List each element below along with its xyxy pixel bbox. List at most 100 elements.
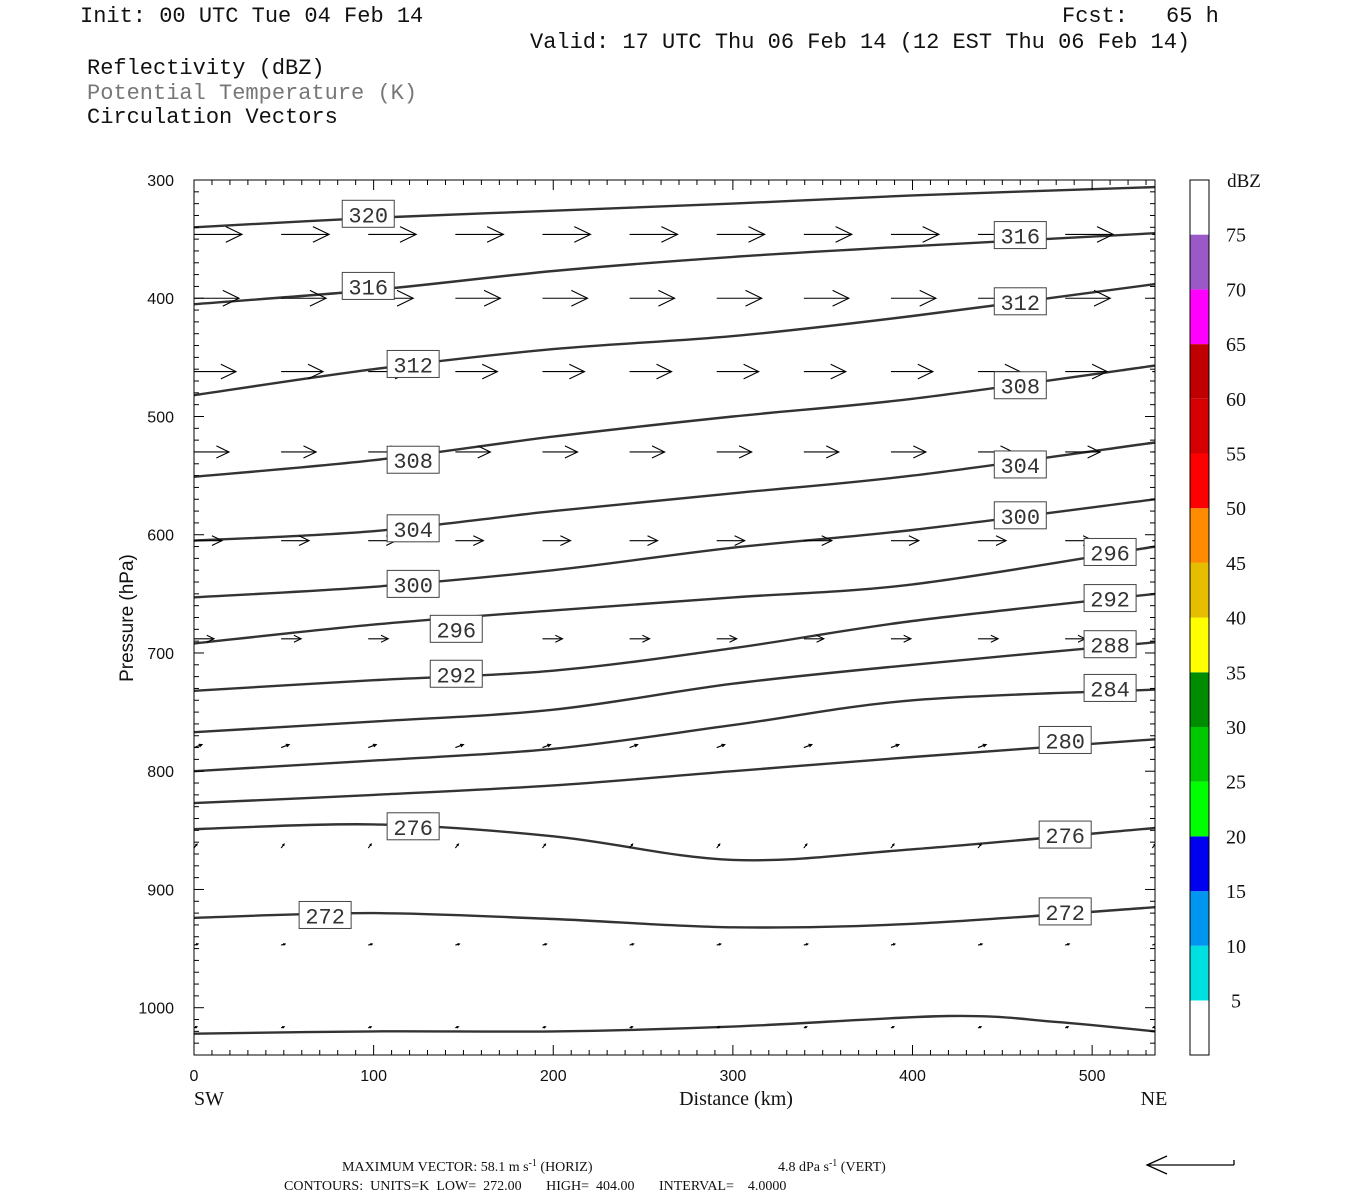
circulation-vector [542,744,551,749]
circulation-vector-head [206,634,216,643]
contour-label-box [993,450,1047,479]
contour-label-box [298,900,352,929]
contour-label: 284 [1090,678,1130,703]
contour-label-box [1038,820,1092,849]
colorbar-swatch [1190,836,1209,892]
y-tick-label: 600 [147,528,174,545]
contour-label-box [1083,630,1137,659]
circulation-vector-head [211,535,224,546]
isentrope-312 [194,282,1155,397]
contour-label: 292 [436,664,476,689]
forecast-hours: 65 h [1166,4,1219,29]
y-tick-label: 400 [147,291,174,308]
circulation-vector-head [547,743,552,748]
isentrope-300 [194,498,1155,599]
contour-label: 300 [1000,506,1040,531]
circulation-vector [890,744,900,749]
circulation-vector-head [745,289,763,307]
init-time: Init: 00 UTC Tue 04 Feb 14 [80,4,424,29]
isentrope-292 [194,592,1155,692]
circulation-vector-head [729,634,738,643]
circulation-vector-head [1096,226,1115,243]
circulation-vector-head [658,289,676,307]
colorbar-swatch [1190,344,1209,399]
max-vector-text: MAXIMUM VECTOR: 58.1 m s [342,1160,529,1175]
colorbar-swatch [1190,289,1209,345]
colorbar-swatch [1190,398,1209,454]
circulation-vector-head [717,843,721,847]
field-reflectivity: Reflectivity (dBZ) [87,56,325,81]
contour-label: 316 [348,276,388,301]
circulation-vector-head [298,535,311,546]
circulation-vector-head [895,743,901,748]
y-axis-label: Pressure (hPa) [117,554,138,682]
contour-label-box [1038,897,1092,926]
contour-label-box [993,287,1047,316]
reference-vector-arrow [1145,1155,1235,1175]
circulation-vector-head [194,843,198,847]
contour-label: 308 [393,450,433,475]
isentrope-304 [194,441,1155,542]
circulation-vector-head [473,535,485,546]
contour-label-layer: 3203163163123123083083043043003002962962… [298,199,1137,930]
isentrope-288 [194,641,1155,734]
circulation-vector-head [220,363,238,380]
circulation-vector-head [891,843,895,847]
circulation-vector-head [283,943,287,946]
contour-label: 276 [1045,825,1085,850]
contour-label-box [341,271,395,300]
x-tick-label: 400 [899,1068,926,1085]
circulation-vector-head [282,1025,286,1029]
contour-label: 272 [1045,902,1085,927]
colorbar-label: 5 [1231,991,1241,1013]
circulation-vector-head [808,743,813,748]
contour-label-box [1038,725,1092,754]
circulation-vector-head [919,289,938,307]
circulation-vector-head [312,226,331,243]
circulation-vector-head [457,943,461,946]
contour-label-box [429,614,483,643]
circulation-vector-head [804,1025,808,1029]
contour-label: 276 [393,817,433,842]
circulation-vector-head [574,226,592,243]
colorbar-bottom-swatch [1190,1000,1209,1055]
y-tick-label: 300 [147,173,174,190]
circulation-vector-head [543,843,547,847]
isentrope-296 [194,545,1155,645]
y-tick-label: 800 [147,764,174,781]
footer-contours: CONTOURS: UNITS=K LOW= 272.00 HIGH= 404.… [284,1179,786,1194]
circulation-vector-head [369,843,372,847]
circulation-vector-head [743,363,760,380]
circulation-vector-head [369,1025,373,1029]
field-circulation-vectors: Circulation Vectors [87,105,338,130]
circulation-vector [716,744,725,749]
isentrope-284 [194,688,1155,773]
circulation-vector-head [630,843,634,847]
circulation-vector-head [396,289,415,307]
circulation-vector [455,744,464,749]
sw-label: SW [194,1088,224,1110]
circulation-vector-head [642,634,651,643]
footer-vert-vector: 4.8 dPa s-1 (VERT) [778,1158,886,1175]
circulation-vector-head [1091,363,1109,380]
circulation-vector-head [717,1025,721,1029]
field-potential-temperature: Potential Temperature (K) [87,81,418,106]
circulation-vector-head [825,445,841,459]
colorbar-swatch [1190,453,1209,509]
contour-label-box [386,445,440,474]
circulation-vector-head [222,289,241,307]
colorbar-top-swatch [1190,180,1209,235]
colorbar-swatch [1190,945,1209,1001]
contour-label: 312 [393,354,433,379]
circulation-vector-head [1170,536,1180,546]
circulation-vector [977,744,987,749]
contour-label: 312 [1000,292,1040,317]
isentrope-272 [194,906,1155,929]
contour-label-box [341,199,395,228]
circulation-vector-head [1093,289,1112,307]
contour-label: 296 [1090,542,1130,567]
circulation-vector-head [995,535,1008,546]
circulation-vector-head [372,743,378,748]
circulation-vector-head [309,289,328,307]
circulation-vector-head [816,634,826,643]
